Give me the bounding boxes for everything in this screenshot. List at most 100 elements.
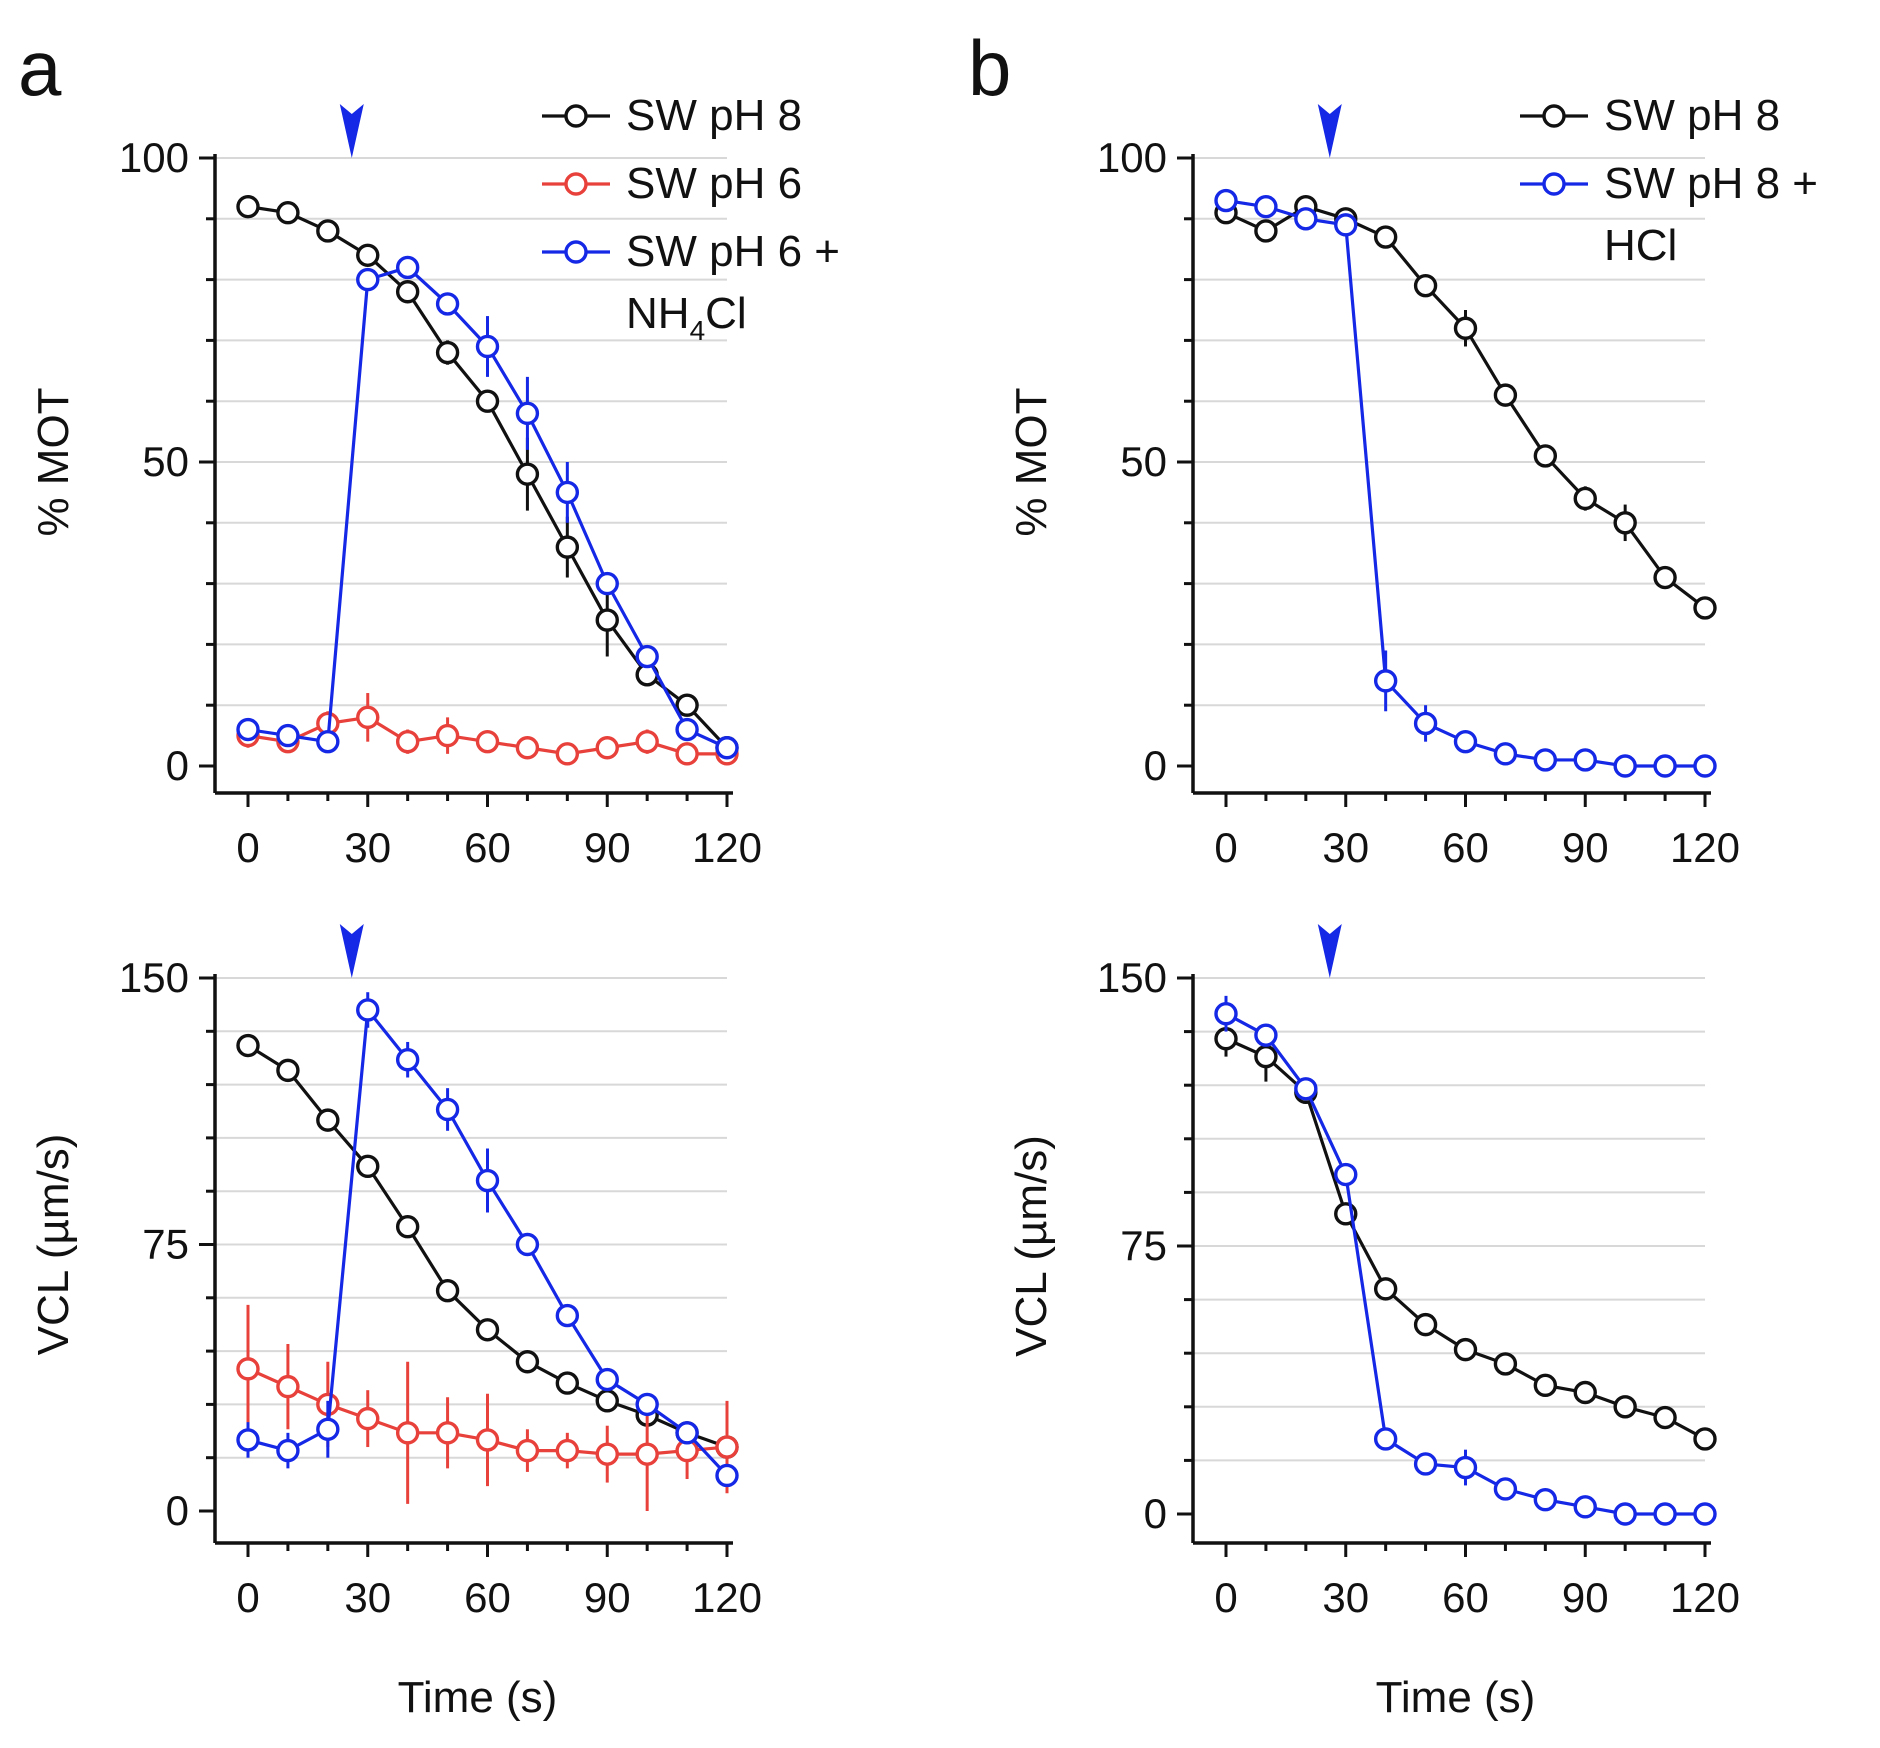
x-tick-label: 90: [584, 1574, 631, 1621]
legend-entry: SW pH 8 + HCl: [1520, 159, 1818, 270]
data-point: [356, 705, 380, 730]
data-point: [1373, 225, 1398, 249]
data-point: [1413, 1452, 1438, 1476]
y-axis-title: VCL (µm/s): [1007, 1135, 1056, 1357]
chart-b-top: 0 50 100 0 30 60 90 120 % MOT: [1007, 104, 1740, 871]
data-point: [475, 1318, 500, 1342]
data-point: [236, 1357, 260, 1381]
legend-label: SW pH 6: [626, 159, 802, 208]
legend-marker: [564, 240, 588, 264]
data-point: [395, 1421, 420, 1445]
legend-entry: SW pH 6: [542, 159, 802, 208]
data-point: [276, 201, 300, 225]
data-point: [515, 462, 540, 486]
y-tick-label: 100: [1097, 134, 1167, 181]
legend-marker: [564, 172, 588, 196]
data-point: [555, 742, 580, 766]
series-sw-ph-8: [236, 194, 739, 760]
legend-panel-a: SW pH 8 SW pH 6 SW pH 6 + NH4Cl: [542, 91, 840, 346]
series-sw-ph-6-nh-cl: [236, 255, 739, 760]
data-point: [555, 1438, 580, 1463]
legend-label-line2: HCl: [1604, 221, 1677, 270]
data-point: [1573, 1380, 1597, 1405]
legend-label-line2: NH4Cl: [626, 289, 747, 346]
data-point: [1573, 1495, 1597, 1519]
legend-entry: SW pH 8: [542, 91, 802, 140]
series-line: [247, 1044, 728, 1449]
data-point: [356, 267, 380, 292]
legend-panel-b: SW pH 8 SW pH 8 + HCl: [1520, 91, 1818, 270]
data-point: [555, 1371, 580, 1395]
data-point: [515, 736, 540, 760]
x-tick-label: 30: [1322, 1574, 1369, 1621]
data-point: [435, 292, 460, 316]
y-tick-label: 150: [119, 954, 189, 1001]
legend-label: SW pH 6 +: [626, 227, 840, 276]
x-tick-label: 0: [1214, 824, 1237, 871]
chart-a-top: 0 50 100 0 30 60 90 120 % MOT: [29, 104, 762, 871]
data-point: [1453, 1455, 1478, 1480]
data-point: [316, 219, 340, 243]
data-point: [236, 1428, 260, 1452]
legend-label: SW pH 8: [626, 91, 802, 140]
series-line: [1225, 198, 1705, 768]
legend-marker: [1542, 104, 1566, 128]
data-point: [515, 1438, 540, 1463]
y-tick-label: 75: [1120, 1222, 1167, 1269]
chart-a-bottom: 0 75 150 0 30 60 90 120 VCL (µm/s) Time (s): [29, 924, 762, 1722]
data-point: [1493, 383, 1518, 407]
data-point: [356, 998, 380, 1022]
data-point: [1453, 729, 1478, 754]
x-tick-label: 90: [1562, 1574, 1609, 1621]
data-point: [515, 1350, 540, 1374]
data-point: [1693, 1502, 1717, 1526]
data-point: [395, 1048, 420, 1072]
data-point: [595, 1389, 619, 1413]
data-point: [555, 535, 580, 559]
x-tick-label: 30: [1322, 824, 1369, 871]
data-point: [1613, 1502, 1637, 1526]
data-point: [1653, 754, 1677, 778]
data-point: [236, 717, 260, 742]
data-point: [1413, 1312, 1438, 1337]
data-point: [1453, 316, 1478, 340]
data-point: [435, 1278, 460, 1303]
series-sw-ph-6: [236, 693, 739, 766]
treatment-arrow-marker: [1317, 104, 1342, 158]
data-point: [1533, 748, 1558, 772]
x-axis-title: Time (s): [398, 1673, 558, 1722]
data-point: [1254, 1044, 1278, 1069]
data-point: [675, 742, 699, 766]
data-point: [1653, 1405, 1677, 1430]
data-point: [276, 1058, 300, 1083]
data-point: [595, 736, 619, 760]
data-point: [595, 608, 619, 632]
x-tick-label: 120: [1670, 824, 1740, 871]
data-point: [1214, 1027, 1238, 1051]
y-tick-label: 75: [142, 1221, 189, 1268]
data-point: [1693, 1427, 1717, 1451]
data-point: [1334, 1162, 1358, 1187]
data-point: [236, 194, 260, 219]
data-point: [1693, 754, 1717, 778]
data-point: [1573, 748, 1597, 772]
data-point: [1254, 194, 1278, 219]
x-tick-label: 120: [1670, 1574, 1740, 1621]
data-point: [1573, 486, 1597, 511]
data-point: [1533, 1373, 1558, 1398]
data-point: [356, 243, 380, 267]
legend-label: SW pH 8 +: [1604, 159, 1818, 208]
series-sw-ph-6-nh-cl: [236, 992, 739, 1488]
data-point: [475, 1168, 500, 1193]
data-point: [1613, 754, 1637, 778]
data-point: [675, 1421, 699, 1445]
y-tick-label: 100: [119, 134, 189, 181]
y-tick-label: 150: [1097, 954, 1167, 1001]
data-point: [555, 1303, 580, 1328]
panel-letter-a: a: [18, 24, 62, 112]
data-point: [276, 1438, 300, 1463]
data-point: [1214, 1002, 1238, 1026]
data-point: [1254, 1023, 1278, 1047]
data-point: [675, 717, 699, 742]
